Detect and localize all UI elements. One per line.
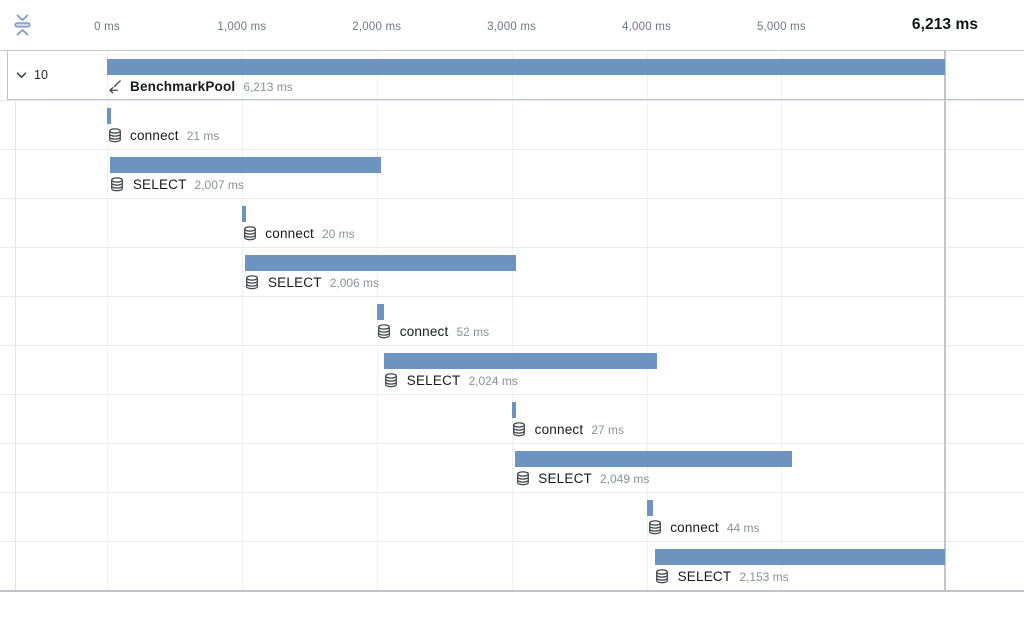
span-group-expander[interactable]: 10: [15, 68, 48, 82]
span-duration: 52 ms: [456, 324, 490, 339]
span-label-connect[interactable]: connect 52 ms: [377, 323, 489, 340]
database-icon: [655, 569, 670, 584]
row-separator: [0, 198, 1024, 199]
database-icon: [245, 275, 260, 290]
span-name: SELECT: [677, 569, 732, 584]
span-name: SELECT: [267, 275, 322, 290]
database-icon: [512, 422, 527, 437]
timeline-gridline: [107, 50, 108, 591]
timeline-tick-label: 0 ms: [94, 21, 120, 33]
span-duration: 2,006 ms: [329, 275, 380, 290]
span-name: connect: [265, 226, 314, 241]
row-separator: [0, 541, 1024, 542]
span-label-select[interactable]: SELECT 2,049 ms: [515, 470, 649, 487]
span-name: BenchmarkPool: [130, 79, 236, 94]
span-name: connect: [399, 324, 449, 339]
span-duration: 2,007 ms: [194, 177, 244, 192]
collapse-all-button[interactable]: [12, 13, 34, 37]
row-separator: [0, 296, 1024, 297]
span-name: SELECT: [538, 471, 592, 486]
trace-icon: [107, 79, 122, 94]
span-bar-select[interactable]: [515, 451, 792, 467]
span-label-select[interactable]: SELECT 2,007 ms: [110, 176, 244, 193]
timeline-tick-label: 1,000 ms: [217, 21, 267, 33]
tree-guide-line: [15, 101, 16, 591]
row-separator: [0, 492, 1024, 493]
timeline-tick-label: 3,000 ms: [487, 21, 537, 33]
span-bar-select[interactable]: [383, 353, 657, 369]
database-icon: [377, 324, 392, 339]
row-separator: [0, 443, 1024, 444]
span-bar-benchmarkpool[interactable]: [107, 59, 945, 75]
timeline-tick-label: 6,213 ms: [911, 16, 979, 33]
span-bar-connect[interactable]: [242, 206, 247, 222]
timeline-gridline: [241, 50, 243, 591]
span-name: connect: [534, 422, 584, 437]
span-label-connect[interactable]: connect 21 ms: [107, 127, 219, 144]
chart-bottom-border: [0, 590, 1024, 592]
span-duration: 2,024 ms: [468, 373, 518, 388]
span-duration: 44 ms: [726, 520, 760, 535]
span-name: connect: [670, 520, 719, 535]
span-name: connect: [130, 128, 179, 143]
child-span-count: 10: [34, 68, 48, 82]
timeline-tick-label: 5,000 ms: [756, 21, 806, 33]
database-icon: [110, 177, 125, 192]
span-label-connect[interactable]: connect 44 ms: [647, 519, 760, 536]
timeline-gridline: [376, 50, 378, 591]
span-label-benchmarkpool[interactable]: BenchmarkPool 6,213 ms: [107, 78, 293, 95]
span-bar-select[interactable]: [109, 157, 381, 173]
timeline-header: 0 ms 1,000 ms 2,000 ms 3,000 ms 4,000 ms 5,00…: [0, 0, 1024, 51]
span-duration: 21 ms: [186, 128, 220, 143]
row-separator: [0, 345, 1024, 346]
span-bar-connect[interactable]: [107, 108, 111, 124]
timeline-tick-label: 2,000 ms: [352, 21, 402, 33]
timeline-gridline: [511, 50, 513, 591]
span-bar-select[interactable]: [244, 255, 516, 271]
collapse-vertical-icon: [14, 14, 31, 36]
span-bar-connect[interactable]: [376, 304, 384, 320]
span-label-select[interactable]: SELECT 2,006 ms: [245, 274, 379, 291]
span-label-select[interactable]: SELECT 2,153 ms: [655, 568, 789, 585]
span-bar-select[interactable]: [654, 549, 945, 565]
timeline-tick-label: 4,000 ms: [622, 21, 671, 33]
span-duration: 20 ms: [321, 226, 355, 241]
span-label-select[interactable]: SELECT 2,024 ms: [384, 372, 518, 389]
span-duration: 2,049 ms: [599, 471, 650, 486]
timeline-gridline: [646, 50, 648, 591]
database-icon: [515, 471, 530, 486]
chevron-down-icon: [16, 71, 27, 78]
row-separator: [0, 100, 1024, 101]
span-duration: 2,153 ms: [739, 569, 789, 584]
trace-end-line: [944, 50, 946, 591]
span-name: SELECT: [406, 373, 461, 388]
database-icon: [107, 128, 122, 143]
database-icon: [384, 373, 399, 388]
span-bar-connect[interactable]: [511, 402, 516, 418]
row-separator: [0, 149, 1024, 150]
span-label-connect[interactable]: connect 27 ms: [512, 421, 624, 438]
database-icon: [647, 520, 662, 535]
row-separator: [0, 394, 1024, 395]
span-duration: 27 ms: [591, 422, 624, 437]
timeline-gridline: [781, 50, 783, 591]
span-label-connect[interactable]: connect 20 ms: [242, 225, 355, 242]
database-icon: [242, 226, 257, 241]
span-duration: 6,213 ms: [243, 79, 293, 94]
span-bar-connect[interactable]: [647, 500, 654, 516]
row-separator: [0, 247, 1024, 248]
span-name: SELECT: [132, 177, 187, 192]
